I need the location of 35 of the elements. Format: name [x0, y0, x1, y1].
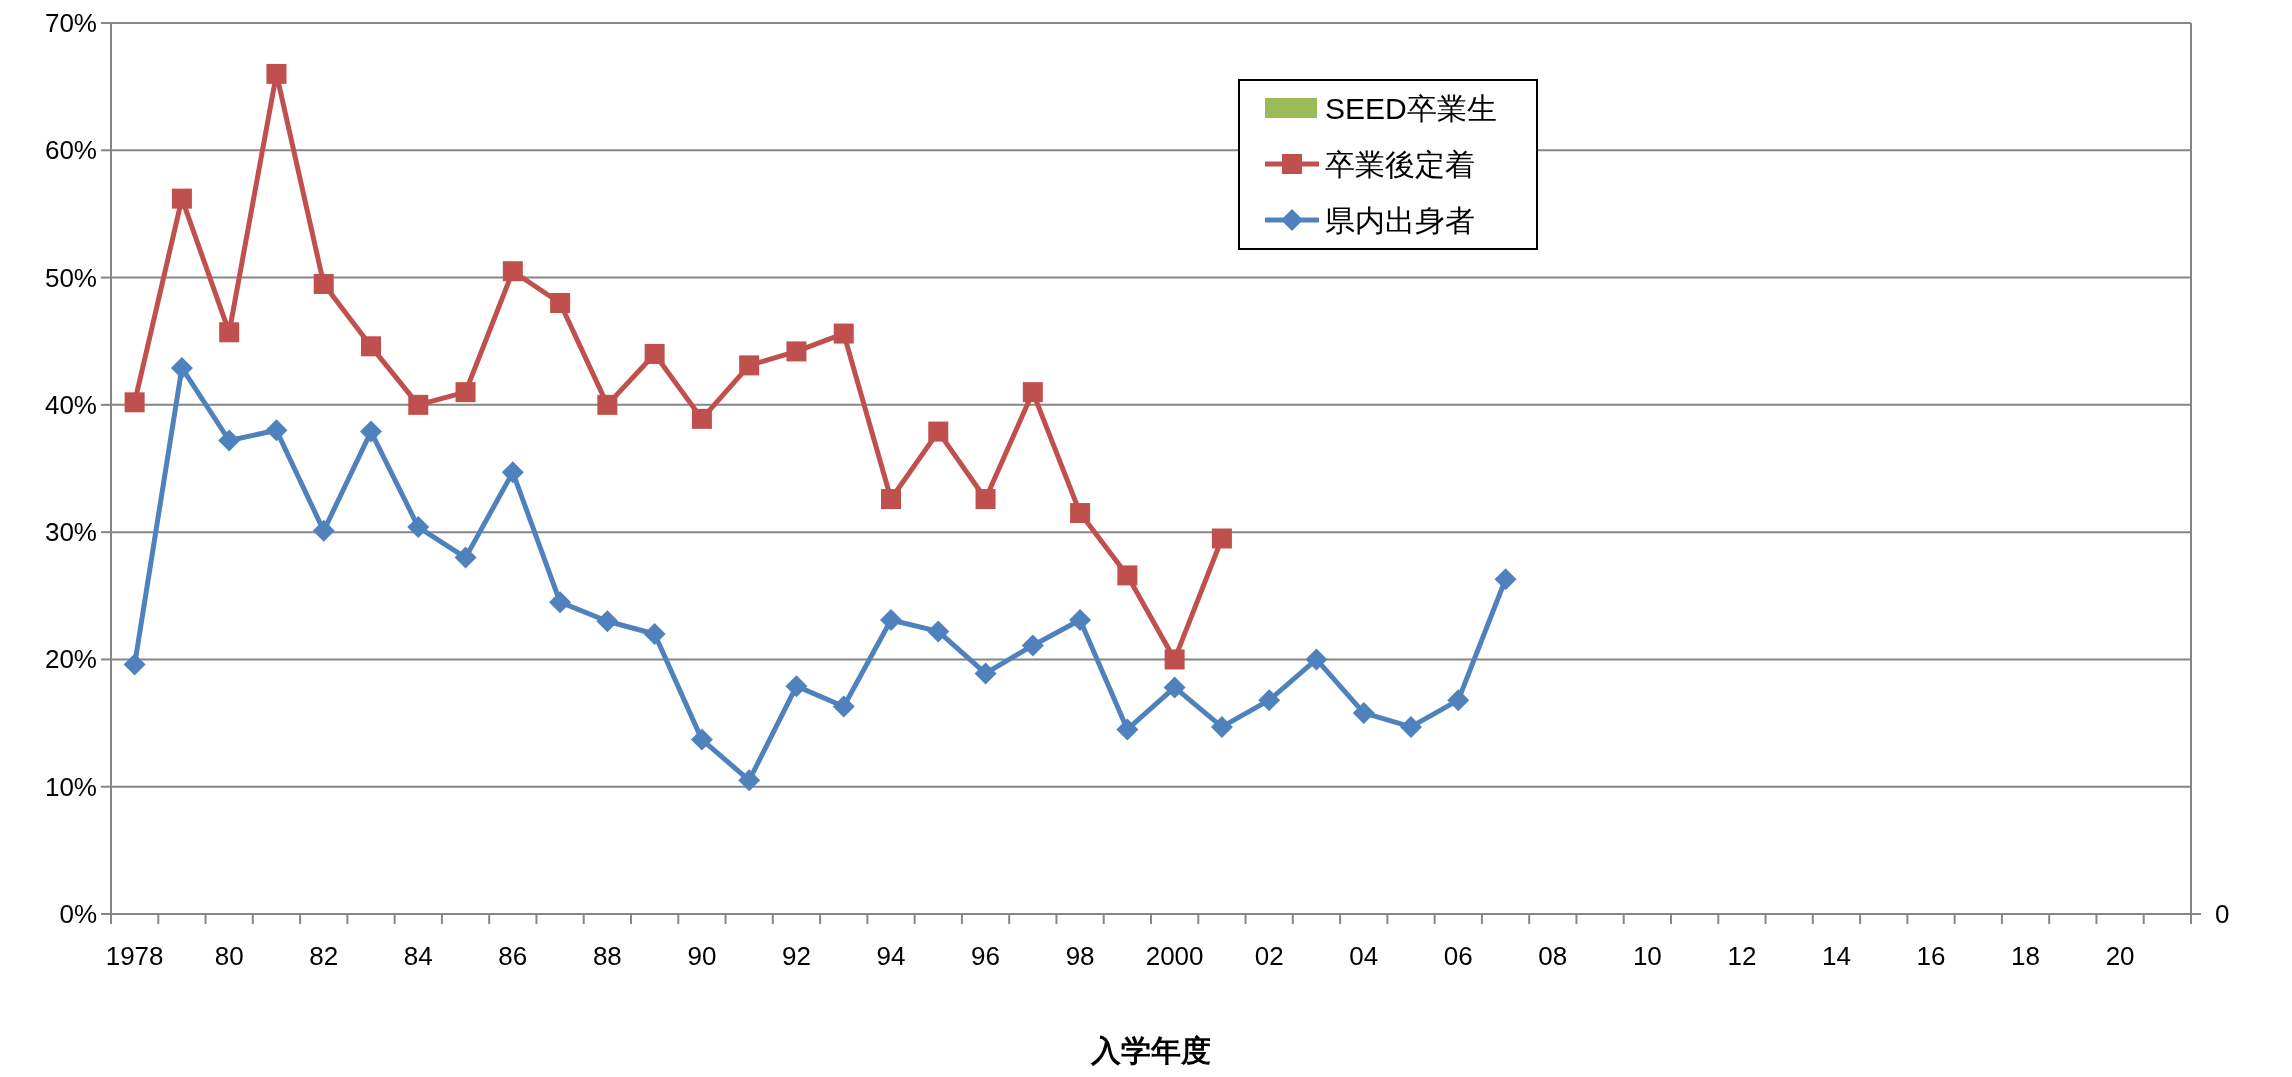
x-tick-label: 96 — [971, 941, 1001, 971]
y-tick-label: 30% — [44, 517, 97, 548]
x-tick-label: 02 — [1254, 941, 1284, 971]
legend-label: 県内出身者 — [1325, 203, 1475, 237]
legend-label: 卒業後定着 — [1325, 147, 1475, 181]
x-axis-title: 入学年度 — [1090, 1033, 1211, 1067]
y-tick-label: 60% — [44, 135, 97, 166]
x-tick-label: 1978 — [105, 941, 164, 971]
y-tick-label: 20% — [44, 644, 97, 675]
x-tick-label: 82 — [309, 941, 339, 971]
x-tick-label: 80 — [214, 941, 244, 971]
text: 0 — [2215, 899, 2230, 929]
x-tick-label: 10 — [1632, 941, 1662, 971]
y-tick-label: 50% — [44, 262, 97, 293]
y-tick-label: 40% — [44, 389, 97, 420]
x-tick-label: 16 — [1916, 941, 1946, 971]
x-tick-label: 92 — [781, 941, 811, 971]
x-tick-label: 86 — [498, 941, 528, 971]
x-tick-label: 90 — [687, 941, 717, 971]
y-tick-label: 70% — [44, 8, 97, 38]
x-tick-label: 14 — [1821, 941, 1851, 971]
x-tick-label: 06 — [1443, 941, 1473, 971]
x-tick-label: 08 — [1538, 941, 1568, 971]
x-tick-label: 94 — [876, 941, 906, 971]
x-tick-label: 04 — [1349, 941, 1379, 971]
x-tick-label: 98 — [1065, 941, 1095, 971]
x-tick-label: 88 — [592, 941, 622, 971]
y-tick-label: 10% — [44, 771, 97, 802]
legend-label: SEED卒業生 — [1325, 91, 1497, 125]
x-tick-label: 20 — [2105, 941, 2135, 971]
y-tick-label: 0% — [59, 899, 97, 929]
x-tick-label: 84 — [403, 941, 433, 971]
x-tick-label: 18 — [2011, 941, 2041, 971]
x-tick-label: 12 — [1727, 941, 1757, 971]
x-tick-label: 2000 — [1145, 941, 1204, 971]
